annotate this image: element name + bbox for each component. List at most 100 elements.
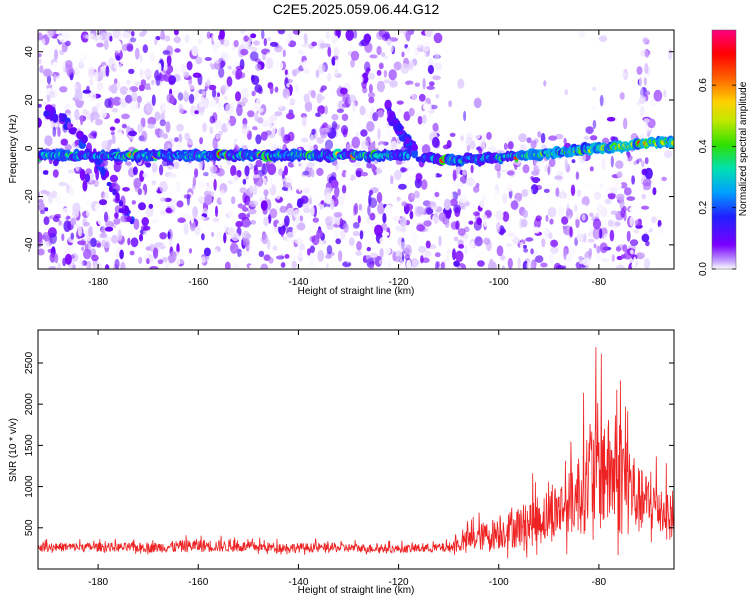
spectrogram-cell — [369, 54, 378, 59]
spectrogram-cell — [93, 132, 97, 139]
spectrogram-cell — [530, 248, 534, 255]
spectrogram-cell — [368, 83, 373, 94]
spectrogram-y-axis: -40 -20 0 20 40 — [24, 46, 674, 252]
spectrogram-cell — [324, 192, 332, 205]
spectrogram-cell — [274, 86, 279, 93]
spectrogram-cell — [66, 186, 75, 196]
spectrogram-cell — [616, 193, 625, 201]
spectrogram-cell — [334, 68, 339, 77]
spectrogram-cell — [600, 219, 607, 229]
spectrogram-cell — [194, 168, 199, 178]
spectrogram-cell — [623, 162, 630, 167]
spectrogram-cell — [261, 232, 268, 245]
spectrogram-cell — [230, 165, 237, 177]
spectrogram-cell — [47, 248, 55, 254]
spectrogram-cell — [222, 52, 230, 63]
spectrogram-cell — [49, 112, 54, 121]
spectrogram-cell — [176, 123, 185, 132]
spectrogram-cell — [239, 30, 246, 35]
spectrogram-cell — [547, 166, 551, 176]
spectrogram-cell — [178, 258, 185, 265]
spectrogram-cell — [406, 153, 410, 160]
spectrogram-cell — [271, 249, 278, 258]
spectrogram-cell — [530, 260, 536, 269]
snr-x-label: Height of straight line (km) — [298, 585, 415, 596]
spectrogram-cell — [500, 254, 506, 261]
spectrogram-cell — [644, 226, 650, 233]
spectrogram-cell — [408, 83, 416, 89]
spectrogram-cell — [431, 136, 440, 148]
spectrogram-cell — [298, 38, 305, 46]
spectrogram-cell — [90, 111, 100, 121]
spectrogram-cell — [372, 112, 379, 122]
spectrogram-cell — [145, 250, 150, 260]
spectrogram-cell — [510, 200, 519, 210]
spectrogram-cell — [118, 229, 122, 238]
spectrogram-cell — [527, 188, 533, 196]
spectrogram-cell — [197, 38, 202, 45]
spectrogram-cell — [203, 172, 210, 177]
spectrogram-cell — [604, 198, 612, 205]
spectrogram-cell — [129, 100, 139, 111]
spectrogram-cell — [241, 87, 249, 100]
spectrogram-cell — [375, 167, 383, 174]
spectrogram-cell — [298, 243, 306, 251]
spectrogram-cell — [59, 86, 68, 93]
spectrogram-cell — [589, 212, 594, 217]
spectrogram-cell — [129, 219, 134, 225]
spectrogram-cell — [262, 181, 272, 190]
spectrogram-cell — [355, 250, 362, 256]
spectrogram-cell — [302, 188, 310, 194]
spectrogram-cell — [394, 169, 402, 181]
spectrogram-cell — [371, 164, 376, 173]
spectrogram-cell — [444, 218, 450, 228]
spectrogram-cell — [337, 250, 343, 262]
spectrogram-cell — [263, 189, 269, 197]
spectrogram-cell — [272, 30, 278, 35]
spectrogram-cell — [342, 128, 348, 138]
spectrogram-cell — [289, 98, 296, 104]
spectrogram-cell — [361, 172, 368, 177]
spectrogram-cell — [168, 238, 174, 246]
spectrogram-cell — [302, 170, 310, 176]
spectrogram-cell — [82, 180, 88, 192]
spectrogram-cell — [457, 265, 462, 269]
spectrogram-cell — [86, 209, 90, 218]
spectrogram-cell — [644, 157, 649, 165]
spectrogram-cell — [376, 80, 385, 93]
spectrogram-cell — [271, 58, 280, 70]
spectrogram-cell — [339, 229, 346, 240]
spectrogram-cell — [187, 83, 196, 90]
spectrogram-cell — [155, 242, 164, 248]
spectrogram-cell — [317, 64, 326, 74]
spectrogram-cell — [564, 158, 568, 170]
spectrogram-cell — [38, 58, 42, 65]
spectrogram-cell — [352, 230, 360, 237]
spectrogram-cell — [574, 237, 578, 247]
spectrogram-cell — [92, 226, 100, 236]
spectrogram-cell — [104, 264, 110, 269]
spectrogram-cell — [326, 245, 333, 255]
spectrogram-cell — [498, 234, 503, 241]
spectrogram-cell — [407, 145, 412, 152]
y-tick-label: 2000 — [24, 393, 35, 416]
spectrogram-cell — [171, 52, 180, 58]
spectrogram-cell — [359, 105, 366, 116]
spectrogram-cell — [592, 218, 602, 230]
spectrogram-cell — [134, 47, 140, 60]
spectrogram-cell — [312, 217, 319, 223]
spectrogram-cell — [326, 124, 332, 134]
spectrogram-cell — [106, 181, 112, 187]
spectrogram-cell — [159, 232, 167, 240]
spectrogram-cell — [194, 89, 199, 101]
spectrogram-cell — [458, 244, 465, 249]
spectrogram-cell — [91, 254, 99, 262]
spectrogram-cell — [85, 168, 92, 175]
spectrogram-cell — [622, 205, 627, 213]
spectrogram-cell — [120, 261, 126, 269]
spectrogram-cell — [502, 193, 508, 204]
spectrogram-cell — [83, 221, 90, 227]
spectrogram-cell — [537, 180, 545, 186]
spectrogram-cell — [166, 165, 174, 171]
